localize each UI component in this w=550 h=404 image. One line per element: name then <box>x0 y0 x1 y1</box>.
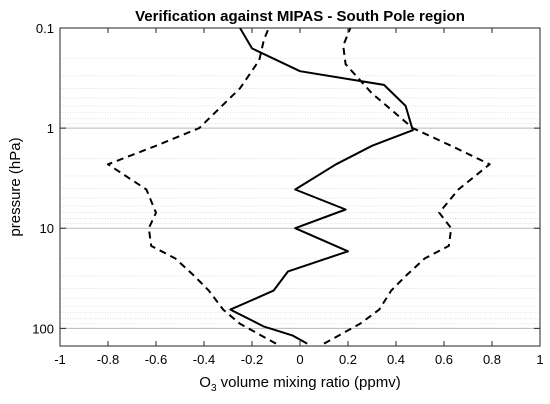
x-tick-label: 0.6 <box>435 352 453 367</box>
x-axis-title: O3 volume mixing ratio (ppmv) <box>199 374 400 394</box>
y-tick-label: 0.1 <box>36 21 54 36</box>
x-tick-label: 0.8 <box>483 352 501 367</box>
dashed-series-line <box>107 27 277 345</box>
y-axis-title: pressure (hPa) <box>7 137 24 236</box>
x-axis-title-rest: volume mixing ratio (ppmv) <box>217 374 401 391</box>
data-series <box>107 27 491 345</box>
x-tick-label: 0 <box>296 352 303 367</box>
x-tick-label: 0.2 <box>339 352 357 367</box>
y-tick-label: 100 <box>32 321 54 336</box>
x-axis-title-base: O <box>199 374 211 391</box>
x-axis-title-subscript: 3 <box>211 383 217 394</box>
dashed-series-line <box>323 27 491 345</box>
x-tick-label: 0.4 <box>387 352 405 367</box>
solid-series-line <box>229 27 414 345</box>
x-tick-label: -1 <box>54 352 66 367</box>
x-tick-label: -0.6 <box>145 352 167 367</box>
x-tick-label: -0.2 <box>241 352 263 367</box>
chart-title: Verification against MIPAS - South Pole … <box>135 8 465 25</box>
y-tick-label: 1 <box>47 121 54 136</box>
y-tick-label: 10 <box>40 221 54 236</box>
x-tick-label: -0.8 <box>97 352 119 367</box>
axis-ticks: -1 -0.8 -0.6 -0.4 -0.2 0 0.2 0.4 0.6 0.8 1 0.1 1 10 10… <box>32 21 543 367</box>
x-tick-label: 1 <box>536 352 543 367</box>
grid-lines <box>60 27 540 329</box>
x-tick-label: -0.4 <box>193 352 215 367</box>
